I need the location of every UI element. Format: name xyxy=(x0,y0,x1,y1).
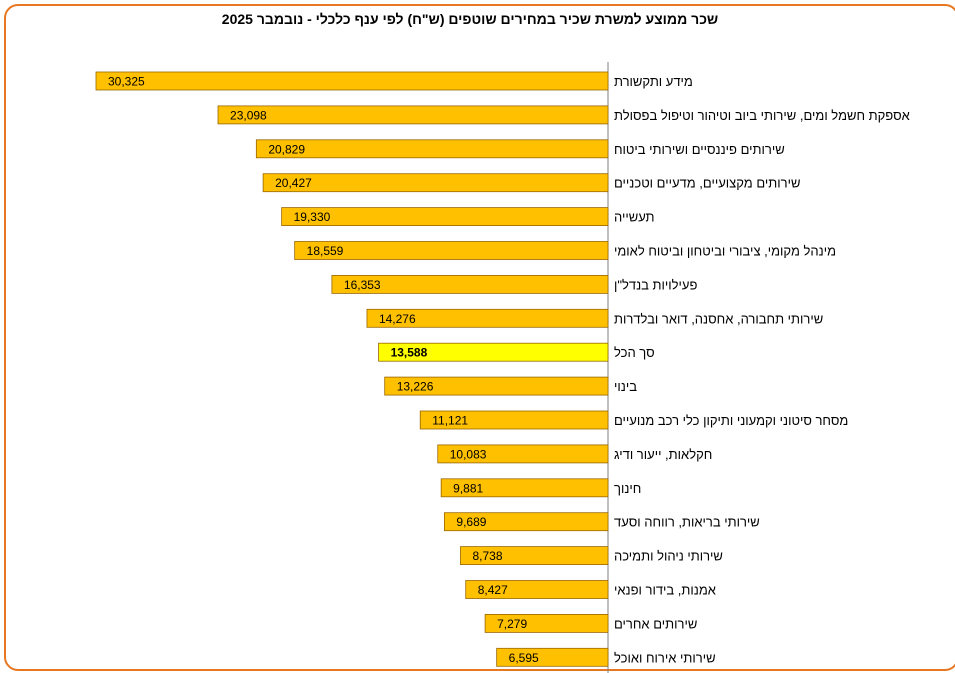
category-label: מידע ותקשורת xyxy=(614,74,693,89)
bar xyxy=(496,647,609,667)
bar xyxy=(437,444,609,464)
bar xyxy=(366,308,609,328)
bar xyxy=(465,580,609,599)
value-label: 19,330 xyxy=(294,210,331,224)
value-label: 9,689 xyxy=(456,515,486,529)
value-label: 10,083 xyxy=(450,447,487,461)
bar xyxy=(262,173,609,193)
value-label: 20,427 xyxy=(275,176,312,190)
category-label: פעילויות בנדל"ן xyxy=(614,277,697,292)
value-label: 13,226 xyxy=(397,380,434,394)
bar xyxy=(294,241,609,260)
category-label: סך הכל xyxy=(614,345,655,360)
value-label: 14,276 xyxy=(379,312,416,326)
category-label: תעשייה xyxy=(614,210,655,225)
value-label: 9,881 xyxy=(453,481,483,495)
bar-total xyxy=(378,342,609,362)
category-label: שירותים פיננסיים ושירותי ביטוח xyxy=(614,142,785,157)
category-label: שירותים אחרים xyxy=(614,616,697,631)
category-label: אספקת חשמל ומים, שירותי ביוב וטיהור וטיפ… xyxy=(614,108,910,123)
bar xyxy=(460,546,609,565)
value-label: 11,121 xyxy=(432,414,468,428)
value-label: 18,559 xyxy=(307,244,344,258)
value-label: 8,738 xyxy=(472,549,502,563)
category-label: חינוך xyxy=(614,481,641,496)
value-label: 13,588 xyxy=(391,346,428,360)
category-label: חקלאות, ייעור ודיג xyxy=(614,447,712,462)
value-label: 6,595 xyxy=(509,651,539,665)
category-label: בינוי xyxy=(614,379,637,394)
bar xyxy=(217,105,609,125)
bar xyxy=(95,71,609,91)
bar xyxy=(419,410,609,430)
value-label: 30,325 xyxy=(108,75,145,89)
category-label: שירותי תחבורה, אחסנה, דואר ובלדרות xyxy=(614,311,823,326)
bar xyxy=(331,274,609,294)
bar xyxy=(384,376,609,396)
value-label: 23,098 xyxy=(230,108,267,122)
category-label: שירותים מקצועיים, מדעיים וטכניים xyxy=(614,176,800,191)
bar xyxy=(484,614,609,633)
category-label: שירותי בריאות, רווחה וסעד xyxy=(614,515,760,530)
value-label: 7,279 xyxy=(497,617,527,631)
category-label: אמנות, בידור ופנאי xyxy=(614,583,716,598)
category-label: שירותי אירוח ואוכל xyxy=(614,650,716,665)
bar xyxy=(281,207,609,227)
chart-title: שכר ממוצע למשרת שכיר במחירים שוטפים (ש"ח… xyxy=(221,11,719,27)
category-label: מינהל מקומי, ציבורי וביטחון וביטוח לאומי xyxy=(614,244,836,259)
category-label: שירותי ניהול ותמיכה xyxy=(614,549,723,564)
category-label: מסחר סיטוני וקמעוני ותיקון כלי רכב מנועי… xyxy=(614,413,848,428)
value-label: 20,829 xyxy=(268,142,305,156)
bar xyxy=(444,512,609,532)
bar xyxy=(440,478,609,498)
value-label: 8,427 xyxy=(478,583,508,597)
value-label: 16,353 xyxy=(344,278,381,292)
bar xyxy=(255,139,609,159)
